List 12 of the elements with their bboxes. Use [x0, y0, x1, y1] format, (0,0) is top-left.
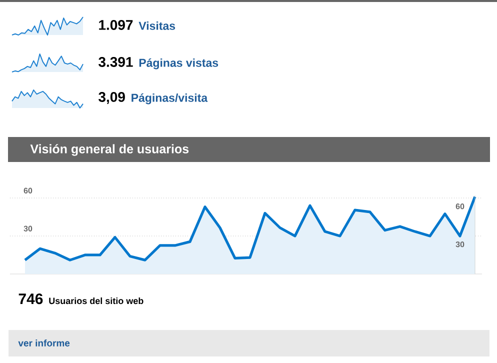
- chart-title: Visión general de usuarios: [30, 144, 189, 156]
- text: Usuarios del sitio web: [49, 297, 144, 304]
- text: 3.391: [98, 57, 133, 67]
- text: Páginas vistas: [139, 58, 218, 70]
- text: 1.097: [99, 20, 133, 30]
- y2-tick-label: 30: [456, 242, 464, 248]
- text: 746: [18, 294, 43, 304]
- text: Páginas/visita: [132, 93, 208, 104]
- text: 3,09: [98, 92, 125, 104]
- text: Visitas: [138, 21, 176, 30]
- text: ver informe: [18, 339, 70, 346]
- y2-tick-label: 60: [456, 204, 464, 210]
